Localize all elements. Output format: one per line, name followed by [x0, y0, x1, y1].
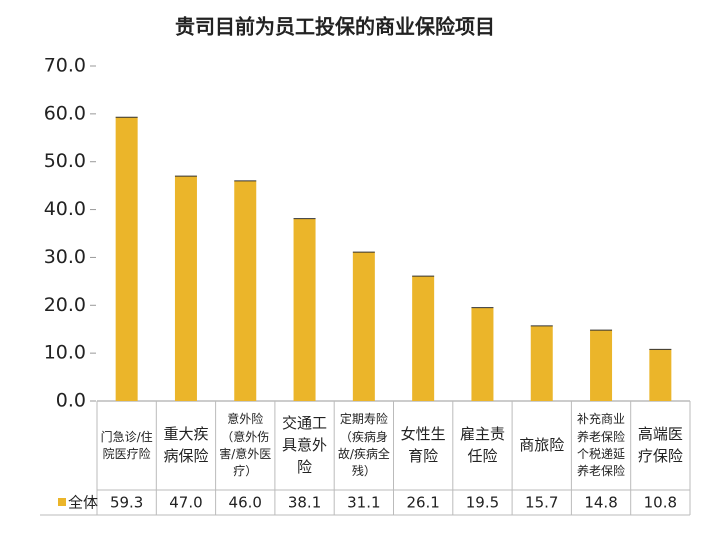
- x-tick-label: 重大疾病保险: [163, 425, 209, 465]
- value-label: 59.3: [110, 494, 143, 512]
- value-label: 47.0: [169, 494, 202, 512]
- bar: [234, 180, 257, 401]
- bar: [352, 252, 375, 401]
- bar: [293, 218, 316, 401]
- x-tick-label: 意外险（意外伤害/意外医疗）: [219, 412, 272, 479]
- bar: [530, 325, 553, 401]
- y-tick-label: 10.0: [44, 342, 86, 364]
- y-tick-label: 60.0: [44, 102, 86, 124]
- legend-swatch: [58, 498, 66, 506]
- x-tick-label: 补充商业养老保险个税递延养老保险: [577, 412, 626, 479]
- chart-title: 贵司目前为员工投保的商业保险项目: [175, 15, 495, 39]
- value-label: 26.1: [406, 494, 439, 512]
- value-label: 19.5: [466, 494, 499, 512]
- bar: [590, 330, 613, 401]
- x-tick-label: 定期寿险（疾病身故/疾病全残）: [337, 412, 390, 479]
- bar: [649, 349, 672, 401]
- x-tick-label: 交通工具意外险: [282, 414, 328, 476]
- y-tick-label: 50.0: [44, 150, 86, 172]
- value-label: 14.8: [584, 494, 617, 512]
- y-tick-label: 40.0: [44, 198, 86, 220]
- legend-label: 全体: [68, 494, 98, 512]
- x-tick-label: 雇主责任险: [459, 425, 505, 465]
- value-label: 10.8: [644, 494, 677, 512]
- x-tick-label: 门急诊/住院医疗险: [100, 429, 153, 461]
- x-tick-label: 高端医疗保险: [637, 425, 683, 465]
- value-label: 15.7: [525, 494, 558, 512]
- value-label: 31.1: [347, 494, 380, 512]
- x-tick-label: 商旅险: [519, 436, 565, 455]
- value-label: 38.1: [288, 494, 321, 512]
- bar: [174, 176, 197, 401]
- y-tick-label: 0.0: [56, 390, 86, 412]
- bar: [471, 307, 494, 401]
- y-tick-label: 20.0: [44, 294, 86, 316]
- y-tick-label: 30.0: [44, 246, 86, 268]
- value-label: 46.0: [229, 494, 262, 512]
- bar: [115, 117, 138, 401]
- bar: [412, 276, 435, 401]
- x-tick-label: 女性生育险: [400, 425, 446, 465]
- y-tick-label: 70.0: [44, 55, 86, 77]
